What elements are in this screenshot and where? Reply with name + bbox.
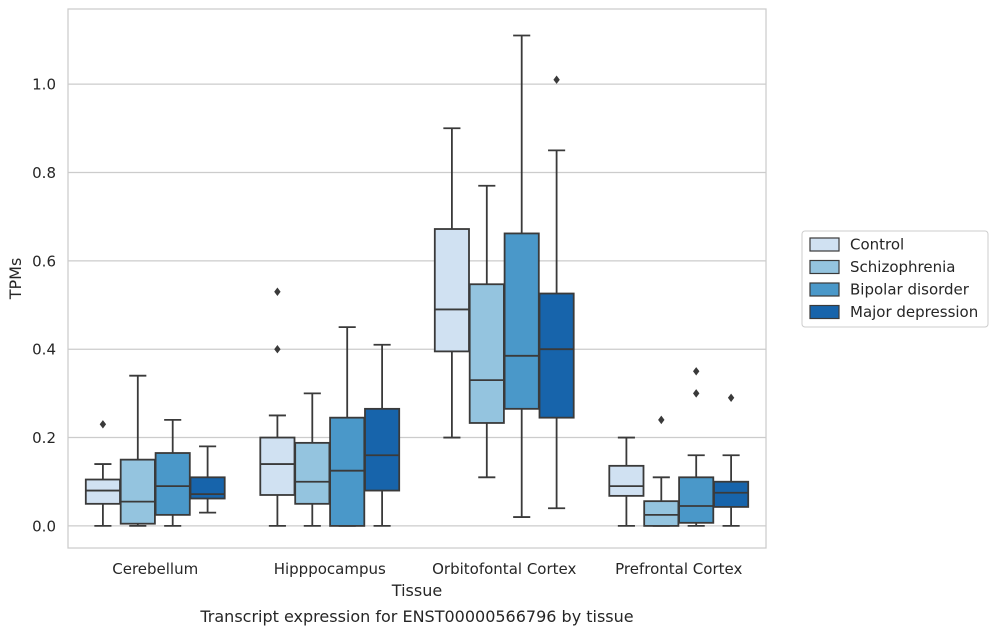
box xyxy=(713,393,750,527)
box xyxy=(294,392,331,527)
box-body xyxy=(189,476,226,500)
outlier-point xyxy=(693,389,700,398)
y-axis-label: TPMs xyxy=(6,258,25,301)
outlier-point xyxy=(658,415,665,425)
box-body xyxy=(538,292,575,419)
y-tick-label: 1.0 xyxy=(32,76,56,94)
x-axis-ticks: Cerebellum Hipppocampus Orbitofontal Corte… xyxy=(112,560,742,578)
outlier-point xyxy=(274,287,281,296)
box-body xyxy=(294,441,331,505)
box-body xyxy=(678,476,715,524)
legend-label: Schizophrenia xyxy=(850,258,955,276)
series-major-depression xyxy=(189,75,750,527)
legend-swatch xyxy=(809,259,840,275)
legend-item: Major depression xyxy=(809,303,978,321)
plot-area xyxy=(67,8,767,549)
legend: Control Schizophrenia Bipolar disorder Majo… xyxy=(801,230,989,328)
y-tick-label: 0.4 xyxy=(32,341,56,359)
gridlines xyxy=(68,83,766,527)
outlier-point xyxy=(274,344,281,354)
x-tick-label: Hipppocampus xyxy=(274,560,386,578)
box xyxy=(643,415,680,527)
box xyxy=(678,367,715,527)
box xyxy=(84,420,121,527)
box-body xyxy=(154,452,191,516)
legend-swatch xyxy=(809,237,840,252)
box xyxy=(608,436,645,527)
legend-label: Control xyxy=(850,236,904,254)
x-tick-label: Prefrontal Cortex xyxy=(615,560,742,578)
series-schizophrenia xyxy=(119,184,680,527)
series-control xyxy=(84,127,645,527)
box xyxy=(468,184,505,479)
box-body xyxy=(503,232,540,410)
legend-swatch xyxy=(809,282,840,297)
y-tick-label: 0.2 xyxy=(32,429,56,447)
outlier-point xyxy=(727,393,735,402)
box-body xyxy=(329,416,366,527)
box-body xyxy=(713,480,750,508)
y-tick-label: 0.0 xyxy=(32,517,56,535)
outlier-point xyxy=(693,367,700,376)
legend-item: Schizophrenia xyxy=(809,258,955,276)
box xyxy=(538,75,575,510)
x-tick-label: Cerebellum xyxy=(112,560,198,578)
legend-item: Control xyxy=(809,236,904,254)
x-axis-label: Tissue xyxy=(391,581,442,600)
series-bipolar-disorder xyxy=(154,34,715,527)
box-body xyxy=(259,436,296,496)
y-axis-ticks: 0.0 0.2 0.4 0.6 0.8 1.0 xyxy=(32,76,56,536)
box-body xyxy=(84,478,121,505)
legend-frame xyxy=(801,230,989,328)
x-tick-label: Orbitofontal Cortex xyxy=(432,560,576,578)
box-body xyxy=(364,407,401,492)
legend-swatch xyxy=(809,304,840,320)
box xyxy=(119,374,156,527)
y-tick-label: 0.8 xyxy=(32,164,56,182)
box-series-group xyxy=(84,34,750,527)
box-body xyxy=(608,464,645,497)
box xyxy=(503,34,540,518)
figure-caption: Transcript expression for ENST0000056679… xyxy=(199,607,633,626)
legend-item: Bipolar disorder xyxy=(809,281,970,299)
box xyxy=(364,343,401,527)
box-body xyxy=(643,500,680,527)
box-body xyxy=(468,283,505,424)
legend-label: Bipolar disorder xyxy=(850,281,970,299)
box-body xyxy=(433,228,470,353)
y-tick-label: 0.6 xyxy=(32,252,56,270)
box-body xyxy=(119,458,156,525)
box xyxy=(189,445,226,514)
plot-frame xyxy=(67,8,767,549)
outlier-point xyxy=(99,420,107,429)
legend-label: Major depression xyxy=(850,303,978,321)
outlier-point xyxy=(553,75,560,84)
box xyxy=(329,326,366,527)
box xyxy=(433,127,470,439)
